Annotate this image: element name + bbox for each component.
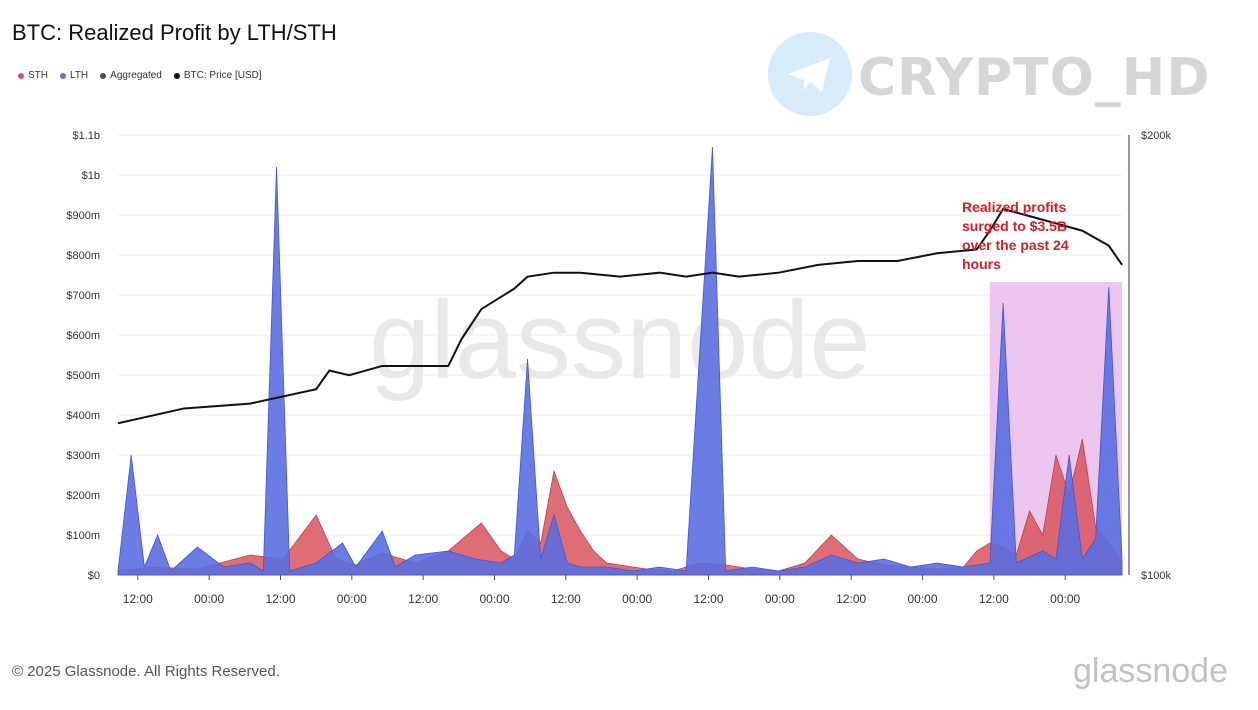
plot-area: $0 $100m $200m $300m $400m $500m $600m $700m $80… xyxy=(66,130,1171,606)
telegram-icon xyxy=(768,32,852,116)
legend-label-sth: STH xyxy=(28,70,48,81)
x-tick-label: 12:00 xyxy=(979,592,1009,606)
y-tick-label: $200m xyxy=(66,490,100,502)
series-lth-area xyxy=(117,146,1123,576)
legend-label-lth: LTH xyxy=(70,70,89,81)
annotation-line: surged to $3.5B xyxy=(962,218,1067,234)
legend-item-aggregated[interactable]: Aggregated xyxy=(100,70,162,81)
x-tick-label: 00:00 xyxy=(479,592,509,606)
brand-watermark: CRYPTO_HD xyxy=(858,48,1211,108)
annotation-line: hours xyxy=(962,256,1001,272)
y2-tick-label: $100k xyxy=(1141,570,1171,582)
chart-title: BTC: Realized Profit by LTH/STH xyxy=(12,20,337,45)
y-tick-label: $500m xyxy=(66,370,100,382)
glassnode-logo: glassnode xyxy=(1072,652,1228,690)
legend-item-sth[interactable]: STH xyxy=(18,70,48,81)
legend-swatch-lth xyxy=(60,72,66,79)
legend-label-price: BTC: Price [USD] xyxy=(183,70,262,81)
legend-swatch-price xyxy=(173,72,180,79)
annotation-line: Realized profits xyxy=(962,199,1066,215)
legend-swatch-sth xyxy=(18,72,24,79)
glassnode-watermark: glassnode xyxy=(369,279,871,402)
realized-profit-chart: $0 $100m $200m $300m $400m $500m $600m $700m $80… xyxy=(66,130,1171,606)
x-tick-label: 12:00 xyxy=(265,592,295,606)
x-tick-label: 00:00 xyxy=(622,592,652,606)
x-tick-label: 12:00 xyxy=(836,592,866,606)
x-tick-label: 00:00 xyxy=(194,592,224,606)
x-tick-label: 12:00 xyxy=(551,592,581,606)
telegram-plane-icon xyxy=(788,58,830,92)
y-tick-label: $1.1b xyxy=(72,130,100,142)
y-tick-label: $300m xyxy=(66,450,100,462)
x-tick-label: 00:00 xyxy=(908,592,938,606)
x-tick-label: 12:00 xyxy=(408,592,438,606)
x-tick-label: 00:00 xyxy=(1050,592,1080,606)
y-tick-label: $1b xyxy=(82,170,100,182)
y-tick-label: $700m xyxy=(66,290,100,302)
footer-copyright: © 2025 Glassnode. All Rights Reserved. xyxy=(12,663,280,680)
x-tick-label: 00:00 xyxy=(337,592,367,606)
y-tick-label: $400m xyxy=(66,410,100,422)
series-price-line xyxy=(117,207,1123,425)
y-tick-label: $800m xyxy=(66,250,100,262)
chart-legend: STH LTH Aggregated BTC: Price [USD] xyxy=(18,70,262,81)
annotation-line: over the past 24 xyxy=(962,237,1069,253)
y-tick-label: $100m xyxy=(66,530,100,542)
chart-annotation: Realized profits surged to $3.5B over the … xyxy=(962,199,1069,272)
x-tick-label: 12:00 xyxy=(123,592,153,606)
x-tick-label: 12:00 xyxy=(693,592,723,606)
y-tick-label: $0 xyxy=(88,570,100,582)
x-tick-label: 00:00 xyxy=(765,592,795,606)
legend-item-price[interactable]: BTC: Price [USD] xyxy=(173,70,262,81)
legend-swatch-aggregated xyxy=(100,72,107,79)
y2-tick-label: $200k xyxy=(1141,130,1171,142)
y-tick-label: $900m xyxy=(66,210,100,222)
legend-item-lth[interactable]: LTH xyxy=(60,70,88,81)
legend-label-aggregated: Aggregated xyxy=(110,70,162,81)
y-tick-label: $600m xyxy=(66,330,100,342)
